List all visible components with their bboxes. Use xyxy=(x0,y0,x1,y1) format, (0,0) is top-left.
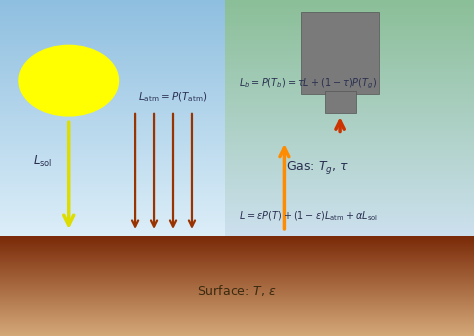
FancyBboxPatch shape xyxy=(301,12,379,94)
Text: $L_{\rm sol}$: $L_{\rm sol}$ xyxy=(33,154,52,169)
Text: $L = \epsilon P(T) + (1-\epsilon)L_{\rm atm} + \alpha L_{\rm sol}$: $L = \epsilon P(T) + (1-\epsilon)L_{\rm … xyxy=(239,210,379,223)
FancyBboxPatch shape xyxy=(325,91,356,113)
Text: Surface: $T$, $\epsilon$: Surface: $T$, $\epsilon$ xyxy=(197,283,277,298)
Text: $L_{\rm atm} = P(T_{\rm atm})$: $L_{\rm atm} = P(T_{\rm atm})$ xyxy=(138,91,208,104)
Circle shape xyxy=(19,45,118,116)
Text: Gas: $T_g$, $\tau$: Gas: $T_g$, $\tau$ xyxy=(286,160,349,176)
Text: $L_b = P(T_b) = \tau L + (1-\tau)P(T_g)$: $L_b = P(T_b) = \tau L + (1-\tau)P(T_g)$ xyxy=(239,77,378,91)
